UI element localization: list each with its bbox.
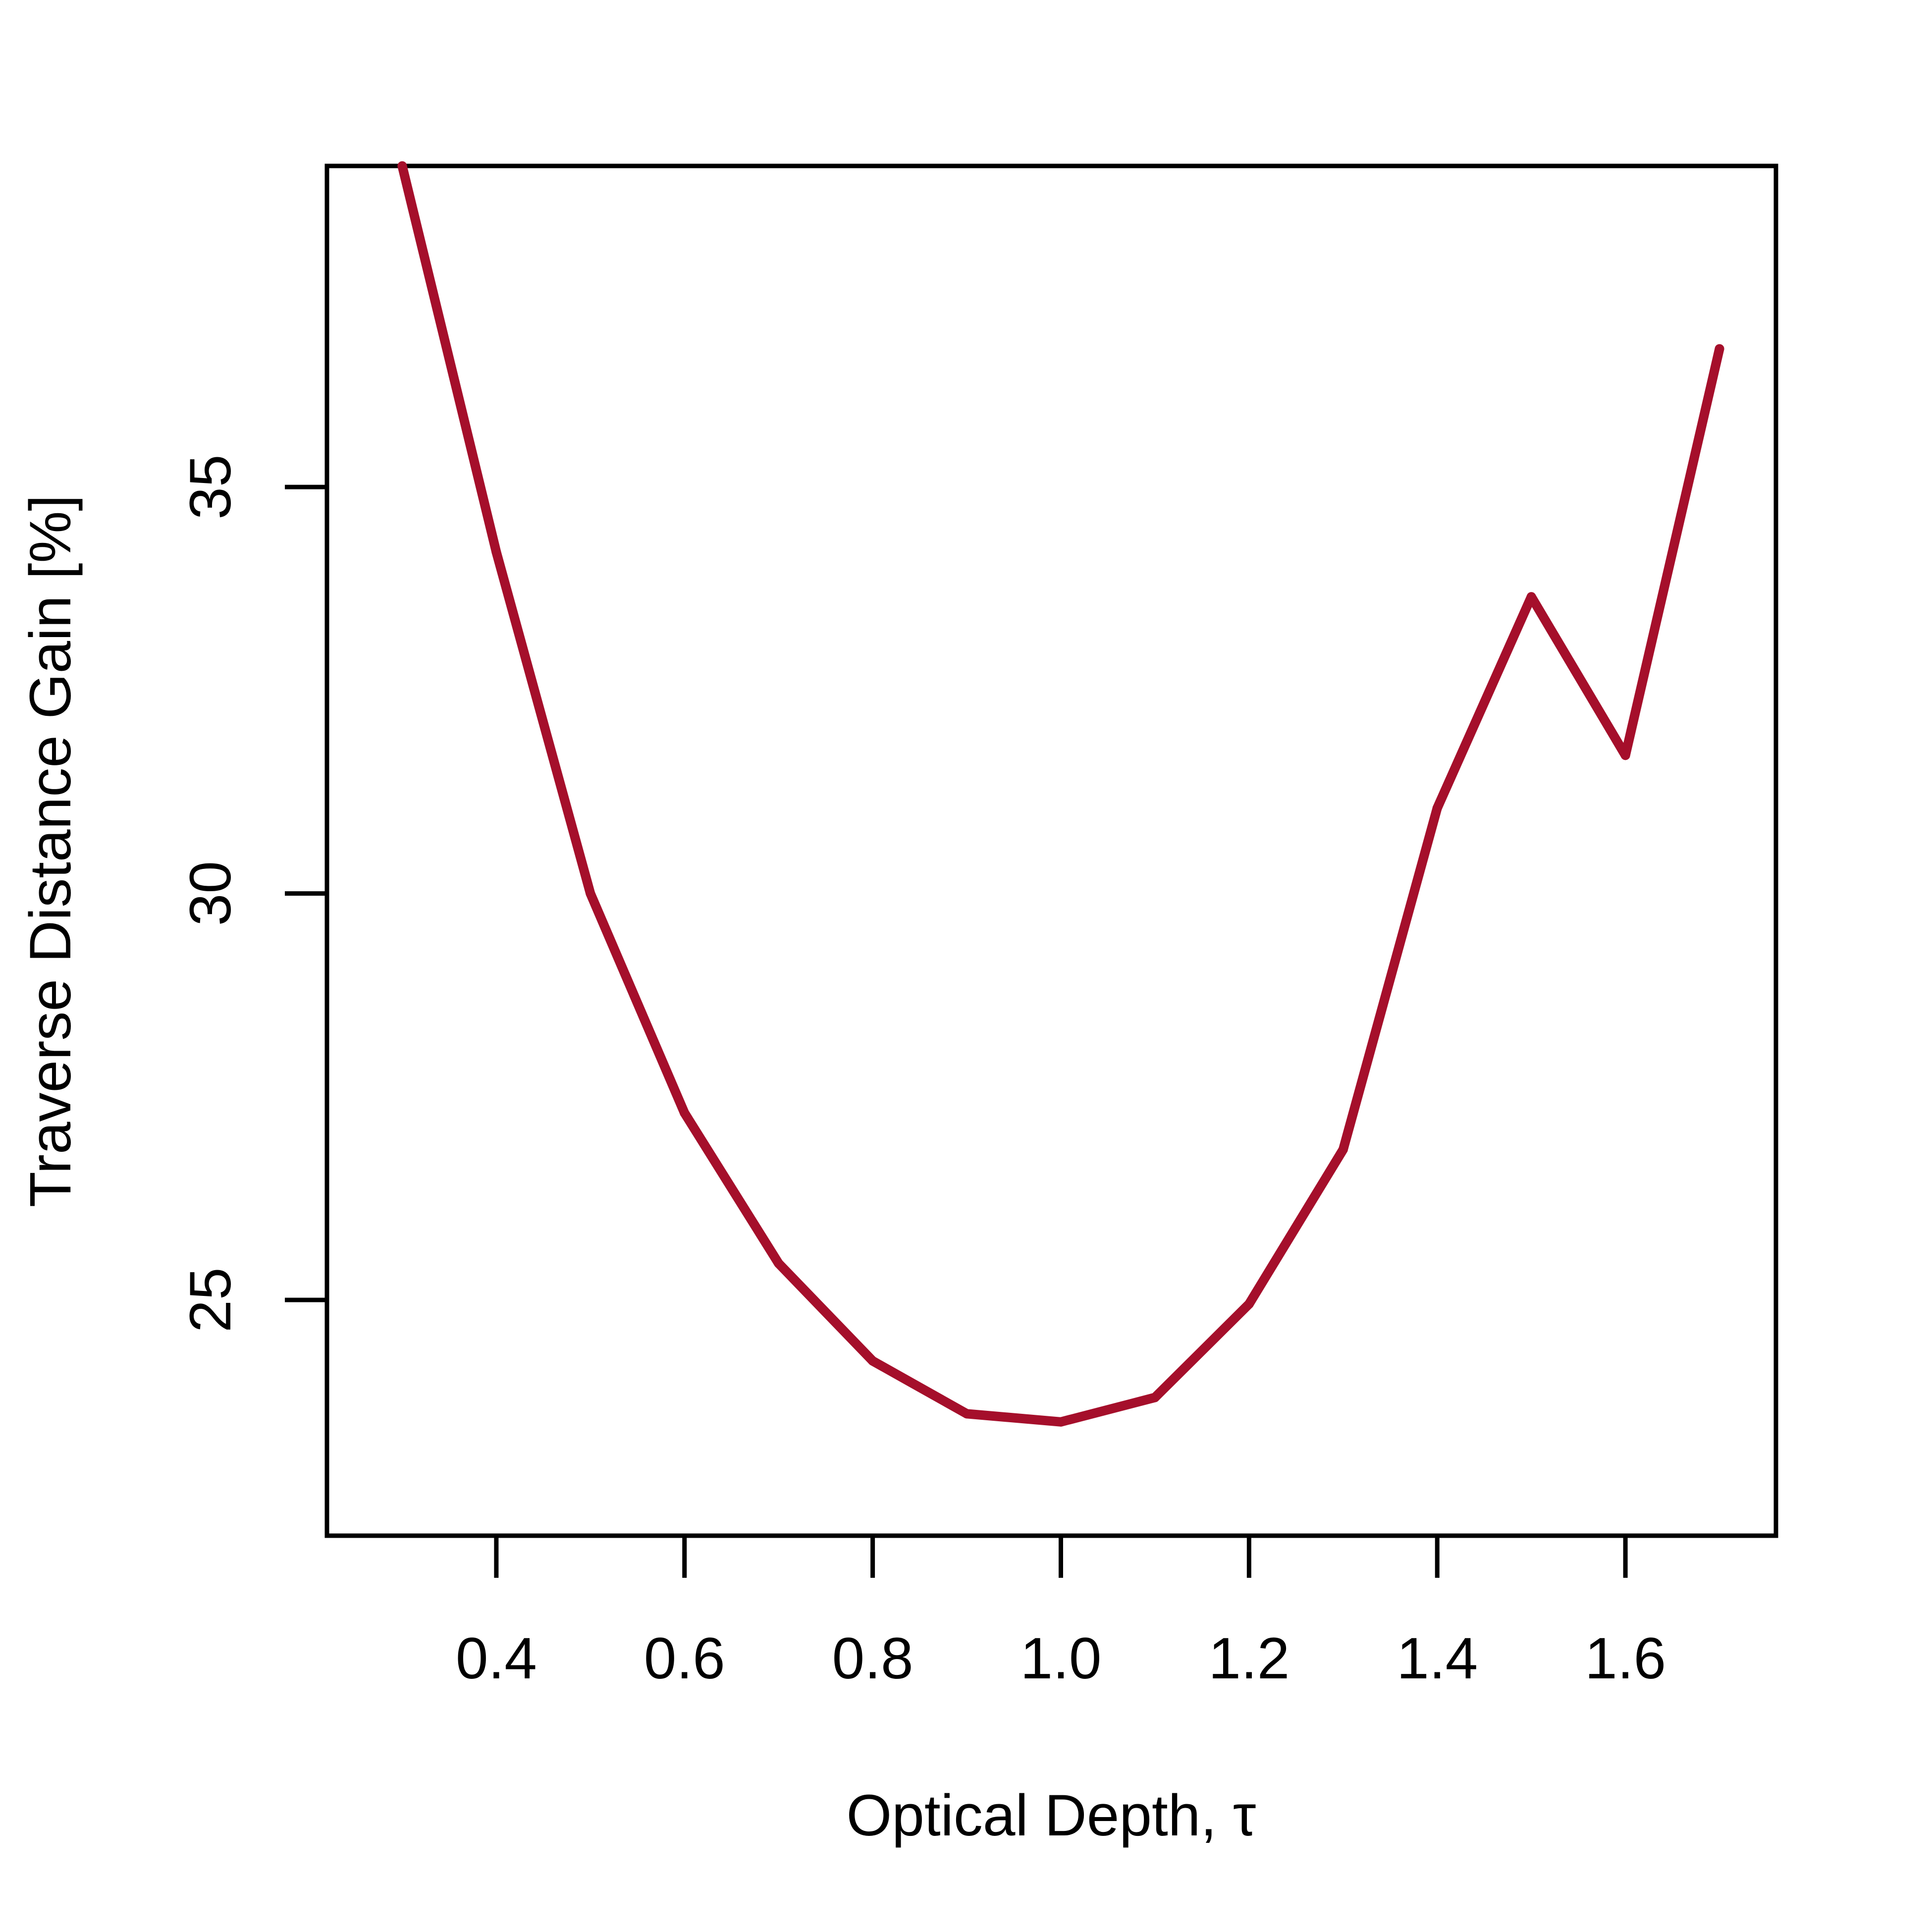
data-point — [1715, 344, 1724, 354]
data-point — [1244, 1299, 1254, 1309]
data-point — [1620, 751, 1630, 760]
data-point — [586, 889, 595, 899]
y-axis: 25 30 35 — [178, 455, 327, 1333]
x-axis: 0.4 0.6 0.8 1.0 1.2 1.4 1.6 — [456, 1536, 1666, 1691]
data-point — [1338, 1145, 1348, 1155]
data-point — [1150, 1393, 1160, 1402]
y-tick-label: 35 — [178, 455, 243, 520]
data-point — [774, 1258, 784, 1268]
series-layer — [397, 161, 1724, 1427]
x-tick-label: 0.4 — [456, 1626, 537, 1691]
data-point — [491, 547, 501, 557]
data-point — [1526, 592, 1536, 602]
y-tick-label: 30 — [178, 861, 243, 926]
x-axis-title: Optical Depth, τ — [846, 1783, 1256, 1848]
data-point — [962, 1409, 972, 1419]
plot-frame — [324, 163, 1778, 1538]
data-point — [1432, 803, 1442, 813]
series-line — [397, 161, 1724, 1427]
x-tick-label: 0.6 — [644, 1626, 725, 1691]
x-tick-label: 1.2 — [1208, 1626, 1289, 1691]
data-point — [868, 1356, 878, 1366]
data-point — [680, 1108, 690, 1118]
x-tick-label: 0.8 — [832, 1626, 913, 1691]
data-point — [1056, 1417, 1066, 1427]
x-tick-label: 1.0 — [1020, 1626, 1101, 1691]
data-point — [397, 161, 407, 171]
x-tick-label: 1.6 — [1585, 1626, 1666, 1691]
x-tick-label: 1.4 — [1396, 1626, 1478, 1691]
y-tick-label: 25 — [178, 1267, 243, 1332]
y-axis-title: Traverse Distance Gain [%] — [18, 495, 83, 1207]
